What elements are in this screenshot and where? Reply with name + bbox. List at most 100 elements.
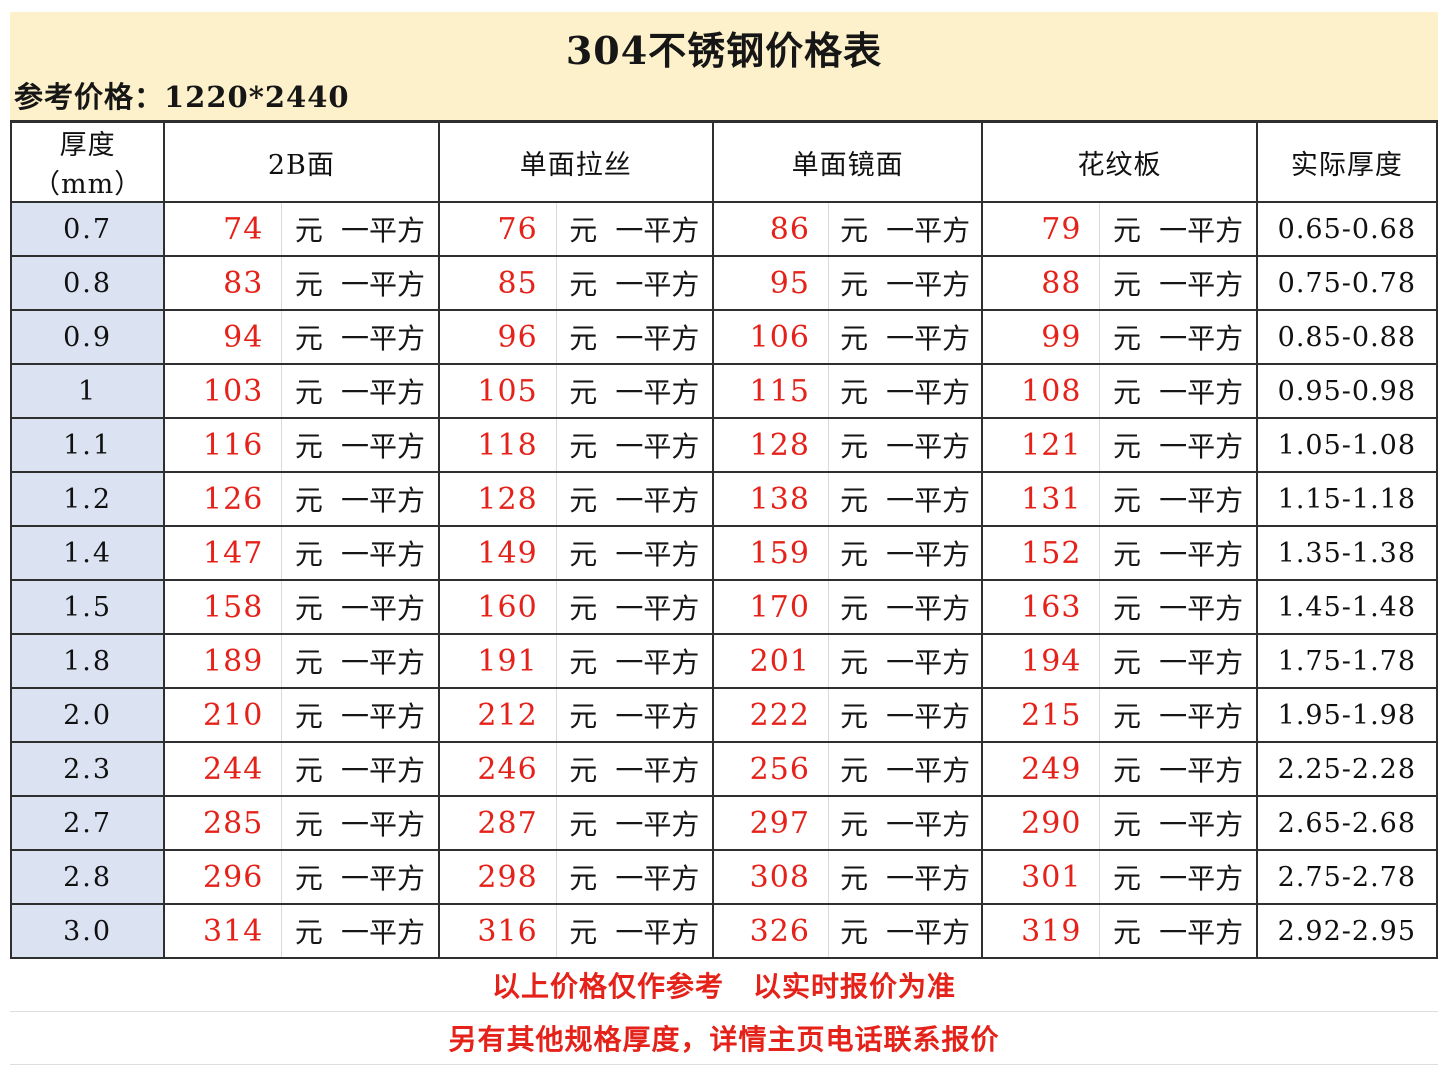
price-cell: 244 元一平方 <box>163 741 440 797</box>
price-cell: 94 元一平方 <box>163 309 440 365</box>
price-value: 116 <box>165 419 283 471</box>
price-value: 99 <box>983 311 1101 363</box>
unit-yuan: 元 <box>1113 646 1142 679</box>
unit-yuan: 元 <box>840 700 869 733</box>
price-unit: 元一平方 <box>282 689 437 741</box>
price-cell: 326 元一平方 <box>711 903 984 959</box>
unit-yuan: 元 <box>840 430 869 463</box>
price-value: 215 <box>983 689 1101 741</box>
unit-yuan: 元 <box>1113 916 1142 949</box>
price-value: 128 <box>714 419 829 471</box>
unit-per-sqm: 一平方 <box>1159 268 1244 301</box>
unit-per-sqm: 一平方 <box>340 376 425 409</box>
price-cell: 298 元一平方 <box>437 849 714 905</box>
price-unit: 元一平方 <box>829 797 981 849</box>
price-unit: 元一平方 <box>282 203 437 255</box>
price-cell-content: 116 元一平方 <box>165 419 437 471</box>
unit-yuan: 元 <box>1113 754 1142 787</box>
unit-per-sqm: 一平方 <box>1159 376 1244 409</box>
thickness-cell: 2.8 <box>9 849 166 905</box>
price-cell-content: 222 元一平方 <box>714 689 981 741</box>
price-cell-content: 83 元一平方 <box>165 257 437 309</box>
price-cell-content: 210 元一平方 <box>165 689 437 741</box>
price-value: 160 <box>440 581 557 633</box>
price-value: 103 <box>165 365 283 417</box>
price-value: 287 <box>440 797 557 849</box>
price-cell: 149 元一平方 <box>437 525 714 581</box>
price-cell: 131 元一平方 <box>981 471 1258 527</box>
unit-yuan: 元 <box>294 700 323 733</box>
unit-per-sqm: 一平方 <box>886 268 971 301</box>
price-cell: 121 元一平方 <box>981 417 1258 473</box>
price-cell-content: 297 元一平方 <box>714 797 981 849</box>
price-unit: 元一平方 <box>829 635 981 687</box>
price-value: 118 <box>440 419 557 471</box>
col-header-thickness: 厚度（mm） <box>9 120 166 203</box>
unit-per-sqm: 一平方 <box>886 214 971 247</box>
price-cell: 215 元一平方 <box>981 687 1258 743</box>
price-cell: 128 元一平方 <box>437 471 714 527</box>
price-unit: 元一平方 <box>557 689 712 741</box>
unit-yuan: 元 <box>569 754 598 787</box>
table-row: 1.5 158 元一平方 160 元一平方 170 元一平方 163 元一平方 1.45-1.48 <box>9 579 1439 635</box>
price-value: 212 <box>440 689 557 741</box>
col-header-patterned: 花纹板 <box>981 120 1258 203</box>
unit-per-sqm: 一平方 <box>886 700 971 733</box>
unit-per-sqm: 一平方 <box>886 808 971 841</box>
unit-per-sqm: 一平方 <box>615 592 700 625</box>
table-row: 1.2 126 元一平方 128 元一平方 138 元一平方 131 元一平方 1.15-1.18 <box>9 471 1439 527</box>
col-header-actual-thickness: 实际厚度 <box>1255 120 1439 203</box>
thickness-cell: 1.4 <box>9 525 166 581</box>
price-unit: 元一平方 <box>557 365 712 417</box>
unit-per-sqm: 一平方 <box>1159 700 1244 733</box>
actual-thickness-cell: 0.75-0.78 <box>1255 255 1439 311</box>
price-cell-content: 249 元一平方 <box>983 743 1255 795</box>
price-cell-content: 160 元一平方 <box>440 581 712 633</box>
table-row: 2.0 210 元一平方 212 元一平方 222 元一平方 215 元一平方 1.95-1.98 <box>9 687 1439 743</box>
price-cell-content: 287 元一平方 <box>440 797 712 849</box>
unit-yuan: 元 <box>569 484 598 517</box>
price-value: 191 <box>440 635 557 687</box>
price-cell-content: 88 元一平方 <box>983 257 1255 309</box>
price-value: 88 <box>983 257 1101 309</box>
unit-yuan: 元 <box>840 268 869 301</box>
price-unit: 元一平方 <box>1100 419 1255 471</box>
price-cell-content: 191 元一平方 <box>440 635 712 687</box>
price-cell: 105 元一平方 <box>437 363 714 419</box>
unit-per-sqm: 一平方 <box>1159 322 1244 355</box>
actual-thickness-cell: 2.25-2.28 <box>1255 741 1439 797</box>
price-cell: 159 元一平方 <box>711 525 984 581</box>
price-cell-content: 326 元一平方 <box>714 905 981 957</box>
price-value: 138 <box>714 473 829 525</box>
price-unit: 元一平方 <box>1100 905 1255 957</box>
unit-per-sqm: 一平方 <box>615 376 700 409</box>
price-cell-content: 149 元一平方 <box>440 527 712 579</box>
price-cell: 115 元一平方 <box>711 363 984 419</box>
table-row: 3.0 314 元一平方 316 元一平方 326 元一平方 319 元一平方 2.92-2.95 <box>9 903 1439 959</box>
unit-yuan: 元 <box>569 862 598 895</box>
unit-yuan: 元 <box>840 808 869 841</box>
price-unit: 元一平方 <box>829 527 981 579</box>
price-cell-content: 298 元一平方 <box>440 851 712 903</box>
price-cell: 83 元一平方 <box>163 255 440 311</box>
price-unit: 元一平方 <box>1100 581 1255 633</box>
price-cell-content: 86 元一平方 <box>714 203 981 255</box>
price-unit: 元一平方 <box>829 905 981 957</box>
price-cell-content: 256 元一平方 <box>714 743 981 795</box>
price-value: 163 <box>983 581 1101 633</box>
price-cell-content: 296 元一平方 <box>165 851 437 903</box>
unit-yuan: 元 <box>569 430 598 463</box>
price-cell-content: 301 元一平方 <box>983 851 1255 903</box>
actual-thickness-cell: 0.65-0.68 <box>1255 201 1439 257</box>
unit-per-sqm: 一平方 <box>1159 862 1244 895</box>
price-unit: 元一平方 <box>829 203 981 255</box>
price-cell-content: 316 元一平方 <box>440 905 712 957</box>
unit-yuan: 元 <box>294 376 323 409</box>
price-unit: 元一平方 <box>557 203 712 255</box>
table-row: 0.7 74 元一平方 76 元一平方 86 元一平方 79 元一平方 0.65-0.68 <box>9 201 1439 257</box>
price-value: 285 <box>165 797 283 849</box>
price-unit: 元一平方 <box>1100 743 1255 795</box>
price-cell: 128 元一平方 <box>711 417 984 473</box>
price-value: 85 <box>440 257 557 309</box>
